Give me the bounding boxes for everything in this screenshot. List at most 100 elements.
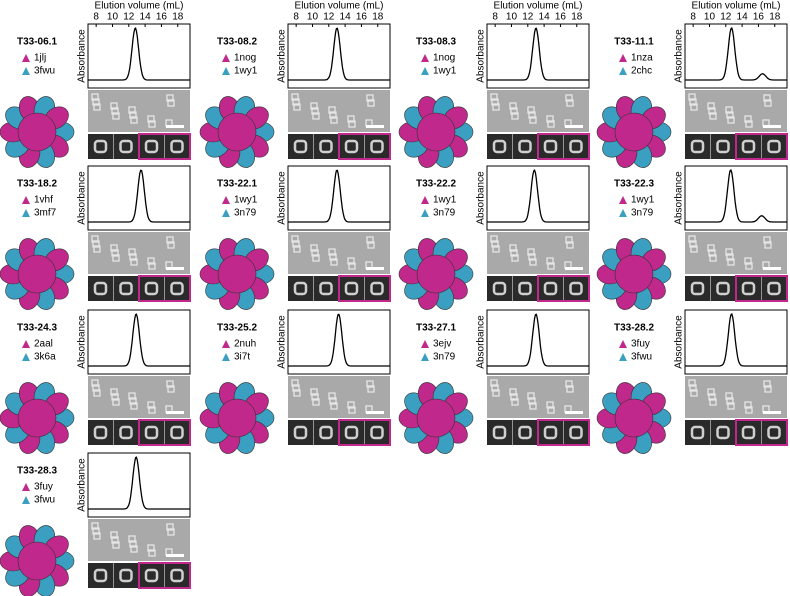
x-tick-label: 18: [571, 12, 583, 23]
particle: [328, 248, 336, 256]
particle: [293, 103, 301, 111]
particle: [312, 398, 320, 406]
particle: [744, 115, 752, 123]
subunit: [416, 254, 456, 294]
particle: [566, 99, 574, 107]
model-projection-frame: [537, 419, 590, 446]
component-icon: [421, 54, 429, 62]
class-average-feature: [93, 568, 108, 583]
class-average-feature: [293, 139, 308, 154]
component-icon: [22, 209, 30, 217]
particle: [148, 549, 156, 557]
class-average: [113, 420, 139, 445]
scale-bar: [763, 411, 781, 414]
component-icon: [22, 54, 30, 62]
particle: [111, 536, 119, 544]
y-axis-label: Absorbance: [674, 171, 685, 225]
particle: [129, 397, 137, 405]
x-tick-label: 12: [323, 12, 335, 23]
particle: [367, 241, 375, 249]
particle: [92, 240, 100, 248]
component-id: 3fwu: [34, 495, 55, 506]
subunit: [217, 398, 257, 438]
component-icon: [421, 67, 429, 75]
class-average: [685, 420, 710, 445]
component-icon: [222, 209, 230, 217]
component-id: 1nza: [631, 53, 653, 64]
class-average: [761, 134, 787, 159]
component-icon: [421, 196, 429, 204]
x-tick-label: 16: [156, 12, 168, 23]
class-average-feature: [344, 425, 359, 440]
particle: [509, 244, 517, 252]
particle: [366, 236, 374, 244]
particle: [310, 102, 318, 110]
particle: [366, 380, 374, 388]
chromatogram-frame: [486, 309, 590, 375]
particle: [166, 380, 174, 388]
particle: [91, 235, 99, 243]
particle: [347, 401, 355, 409]
scale-bar: [763, 267, 781, 270]
particle: [311, 393, 319, 401]
class-average-feature: [170, 281, 184, 296]
particle: [92, 527, 100, 535]
particle: [167, 385, 175, 393]
particle: [366, 94, 374, 102]
class-average-feature: [344, 139, 359, 154]
x-tick-label: 10: [704, 12, 716, 23]
chromatogram-frame: [287, 165, 391, 231]
particle: [348, 406, 356, 414]
class-average-feature: [293, 425, 308, 440]
particle: [330, 258, 338, 266]
panel-name: T33-28.3: [17, 466, 57, 477]
class-average-feature: [93, 425, 108, 440]
particle: [511, 254, 519, 262]
y-axis-label: Absorbance: [77, 315, 88, 369]
chromatogram-trace: [288, 313, 390, 367]
chromatogram-trace: [288, 169, 390, 223]
particle: [166, 94, 174, 102]
particle: [510, 393, 518, 401]
component-id: 1wy1: [631, 195, 655, 206]
particle: [311, 249, 319, 257]
x-tick-label: 18: [172, 12, 184, 23]
class-average: [710, 276, 736, 301]
chromatogram-frame: [684, 309, 788, 375]
y-axis-label: Absorbance: [277, 171, 288, 225]
x-tick-label: 16: [753, 12, 765, 23]
model-projection-frame: [138, 562, 191, 589]
x-tick-label: 16: [356, 12, 368, 23]
particle: [511, 398, 519, 406]
particle: [490, 379, 498, 387]
x-tick-label: 16: [555, 12, 567, 23]
component-icon: [222, 353, 230, 361]
x-axis-label: Elution volume (mL): [295, 1, 384, 12]
particle: [725, 106, 733, 114]
x-axis-label: Elution volume (mL): [494, 1, 583, 12]
x-tick-label: 14: [340, 12, 352, 23]
class-average: [736, 420, 761, 445]
class-average-feature: [543, 281, 558, 296]
class-average-feature: [518, 281, 532, 296]
chromatogram-frame: [87, 165, 191, 231]
particle: [725, 392, 733, 400]
component-id: 1vhf: [34, 195, 53, 206]
class-average-feature: [767, 139, 781, 154]
component-id: 3n79: [631, 208, 654, 219]
particle: [92, 384, 100, 392]
panel-name: T33-22.3: [614, 179, 654, 190]
particle: [527, 392, 535, 400]
particle: [111, 393, 119, 401]
particle: [130, 402, 138, 410]
particle: [312, 112, 320, 120]
component-id: 3mf7: [34, 208, 57, 219]
class-average: [288, 420, 313, 445]
class-average-feature: [569, 139, 583, 154]
particle: [566, 241, 574, 249]
structure-model: [199, 96, 275, 168]
particle: [128, 248, 136, 256]
particle: [112, 112, 120, 120]
subunit: [17, 254, 57, 294]
class-average: [538, 276, 563, 301]
